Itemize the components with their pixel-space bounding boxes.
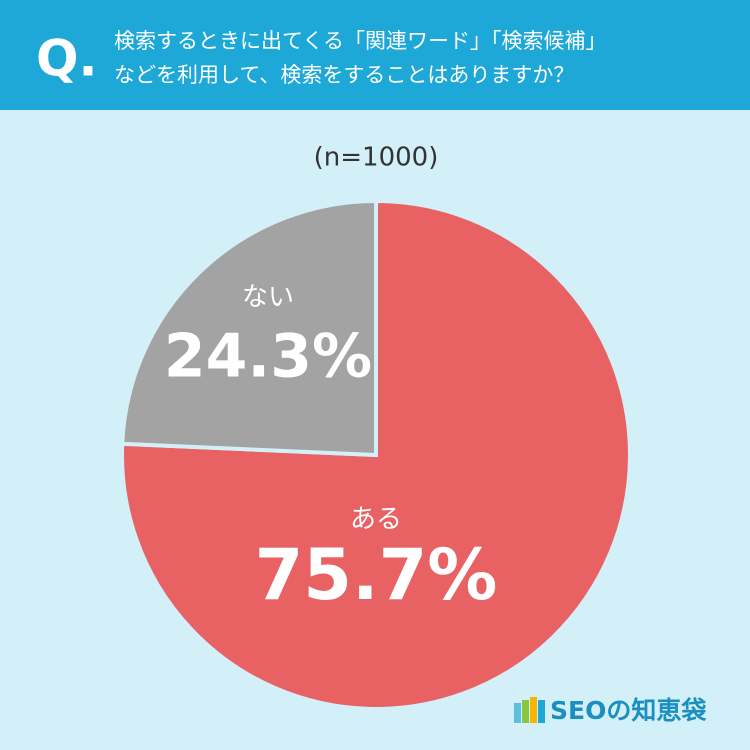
brand: SEOの知恵袋 xyxy=(550,696,707,725)
question-marker: Q. xyxy=(36,30,98,88)
chart-title: 検索するときに出てくる「関連ワード」「検索候補」 xyxy=(114,29,606,53)
chart-subtitle: (n=1000) xyxy=(314,143,439,173)
header xyxy=(0,0,750,110)
value-label: 75.7% xyxy=(255,534,498,616)
logo-bar xyxy=(522,700,529,723)
logo-bar xyxy=(530,697,537,723)
chart-title: などを利用して、検索をすることはありますか？ xyxy=(114,63,574,87)
slice-label: ある xyxy=(350,505,402,535)
logo-bar xyxy=(538,700,545,723)
logo-bar xyxy=(514,703,521,723)
pie-slice xyxy=(120,198,378,458)
value-label: 24.3% xyxy=(164,322,372,392)
slice-label: ない xyxy=(242,283,294,313)
brand-logo: SEOの知恵袋 xyxy=(514,696,707,725)
